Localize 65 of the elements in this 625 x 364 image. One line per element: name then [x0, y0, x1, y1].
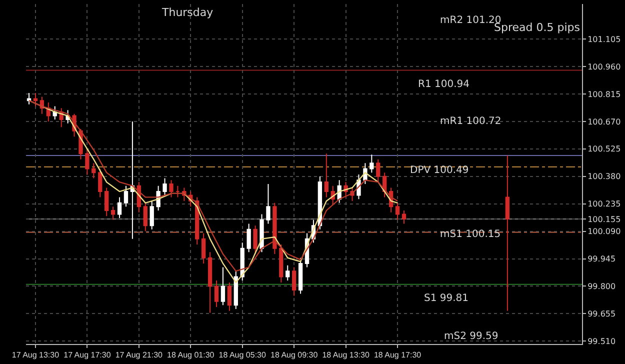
y-tick-label: 100.380	[588, 172, 621, 182]
y-tick-label: 99.655	[588, 309, 616, 318]
y-tick-label: 100.235	[588, 200, 621, 209]
candlestick	[260, 214, 264, 253]
candlestick	[208, 252, 212, 314]
y-tick-label: 99.945	[588, 254, 616, 264]
candlestick	[201, 232, 206, 264]
candlestick	[85, 147, 90, 175]
candlestick	[292, 266, 296, 296]
candlestick	[395, 202, 400, 220]
x-tick-label: 17 Aug 21:30	[115, 350, 164, 360]
x-tick-label: 18 Aug 01:30	[167, 350, 215, 360]
annotation: mS1 100.15	[440, 229, 501, 240]
annotation: Spread 0.5 pips	[494, 21, 580, 34]
candlestick	[402, 210, 406, 224]
candlestick	[220, 266, 226, 306]
candlestick	[52, 106, 57, 120]
annotation: Thursday	[161, 6, 214, 19]
candlestick	[227, 282, 232, 312]
x-tick-label: 17 Aug 13:30	[12, 350, 60, 360]
candlestick	[272, 202, 277, 255]
candlestick	[324, 153, 328, 198]
candlestick	[234, 270, 238, 310]
candlestick	[92, 162, 96, 179]
candlestick	[253, 225, 258, 255]
candlestick	[130, 120, 135, 240]
candlestick	[266, 183, 270, 224]
candlestick	[376, 158, 380, 183]
candlestick	[26, 92, 32, 105]
candlestick	[150, 200, 154, 230]
y-tick-label: 100.090	[588, 227, 621, 236]
candlestick	[143, 202, 148, 232]
candlestick	[124, 185, 128, 208]
y-tick-label: 101.105	[588, 34, 621, 44]
annotation: mR1 100.72	[440, 116, 502, 127]
y-tick-label: 100.525	[588, 144, 621, 154]
annotation: mS2 99.59	[444, 331, 498, 342]
ref-line-label: S1 99.81	[424, 293, 469, 304]
candlestick	[279, 244, 284, 283]
candlestick	[162, 178, 167, 196]
candlestick	[246, 223, 251, 253]
y-tick-label: 99.510	[588, 336, 616, 346]
y-tick-label: 100.815	[588, 90, 621, 99]
y-tick-label: 100.670	[588, 117, 621, 126]
candlestick	[169, 180, 174, 198]
x-tick-label: 17 Aug 17:30	[64, 350, 112, 360]
candlestick	[117, 196, 122, 219]
candlestick	[104, 187, 109, 217]
y-tick-label: 100.155	[588, 214, 621, 224]
candlestick	[98, 168, 102, 198]
x-tick-label: 18 Aug 17:30	[374, 350, 422, 360]
ref-line-label: R1 100.94	[418, 79, 470, 90]
candlestick	[110, 206, 116, 220]
y-tick-label: 100.960	[588, 62, 621, 72]
candlestick	[176, 185, 180, 198]
candlestick	[370, 154, 374, 174]
candlestick	[286, 264, 290, 282]
x-tick-label: 18 Aug 09:30	[270, 350, 318, 360]
candlestick	[214, 280, 219, 308]
candlestick	[33, 92, 38, 107]
candlestick	[298, 257, 303, 294]
ref-line-label: DPV 100.49	[410, 165, 469, 176]
y-tick-label: 99.800	[588, 282, 616, 292]
x-tick-label: 18 Aug 05:30	[218, 350, 266, 360]
x-tick-label: 18 Aug 13:30	[322, 350, 370, 360]
